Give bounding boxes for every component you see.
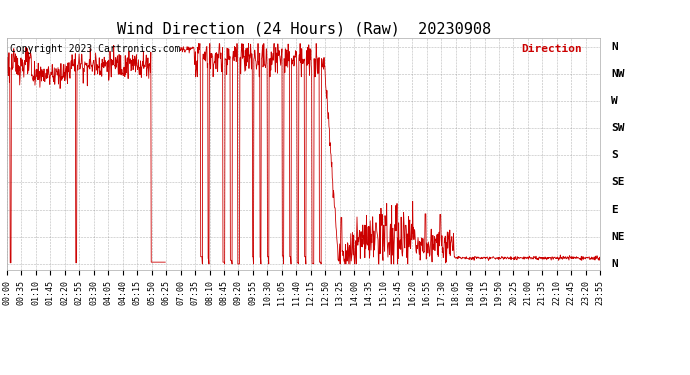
Text: Copyright 2023 Cartronics.com: Copyright 2023 Cartronics.com — [10, 45, 180, 54]
Text: SW: SW — [611, 123, 625, 133]
Text: N: N — [611, 259, 618, 269]
Text: SE: SE — [611, 177, 625, 188]
Title: Wind Direction (24 Hours) (Raw)  20230908: Wind Direction (24 Hours) (Raw) 20230908 — [117, 21, 491, 36]
Text: NW: NW — [611, 69, 625, 79]
Text: Direction: Direction — [522, 45, 582, 54]
Text: N: N — [611, 42, 618, 51]
Text: S: S — [611, 150, 618, 160]
Text: W: W — [611, 96, 618, 106]
Text: E: E — [611, 205, 618, 214]
Text: NE: NE — [611, 232, 625, 242]
